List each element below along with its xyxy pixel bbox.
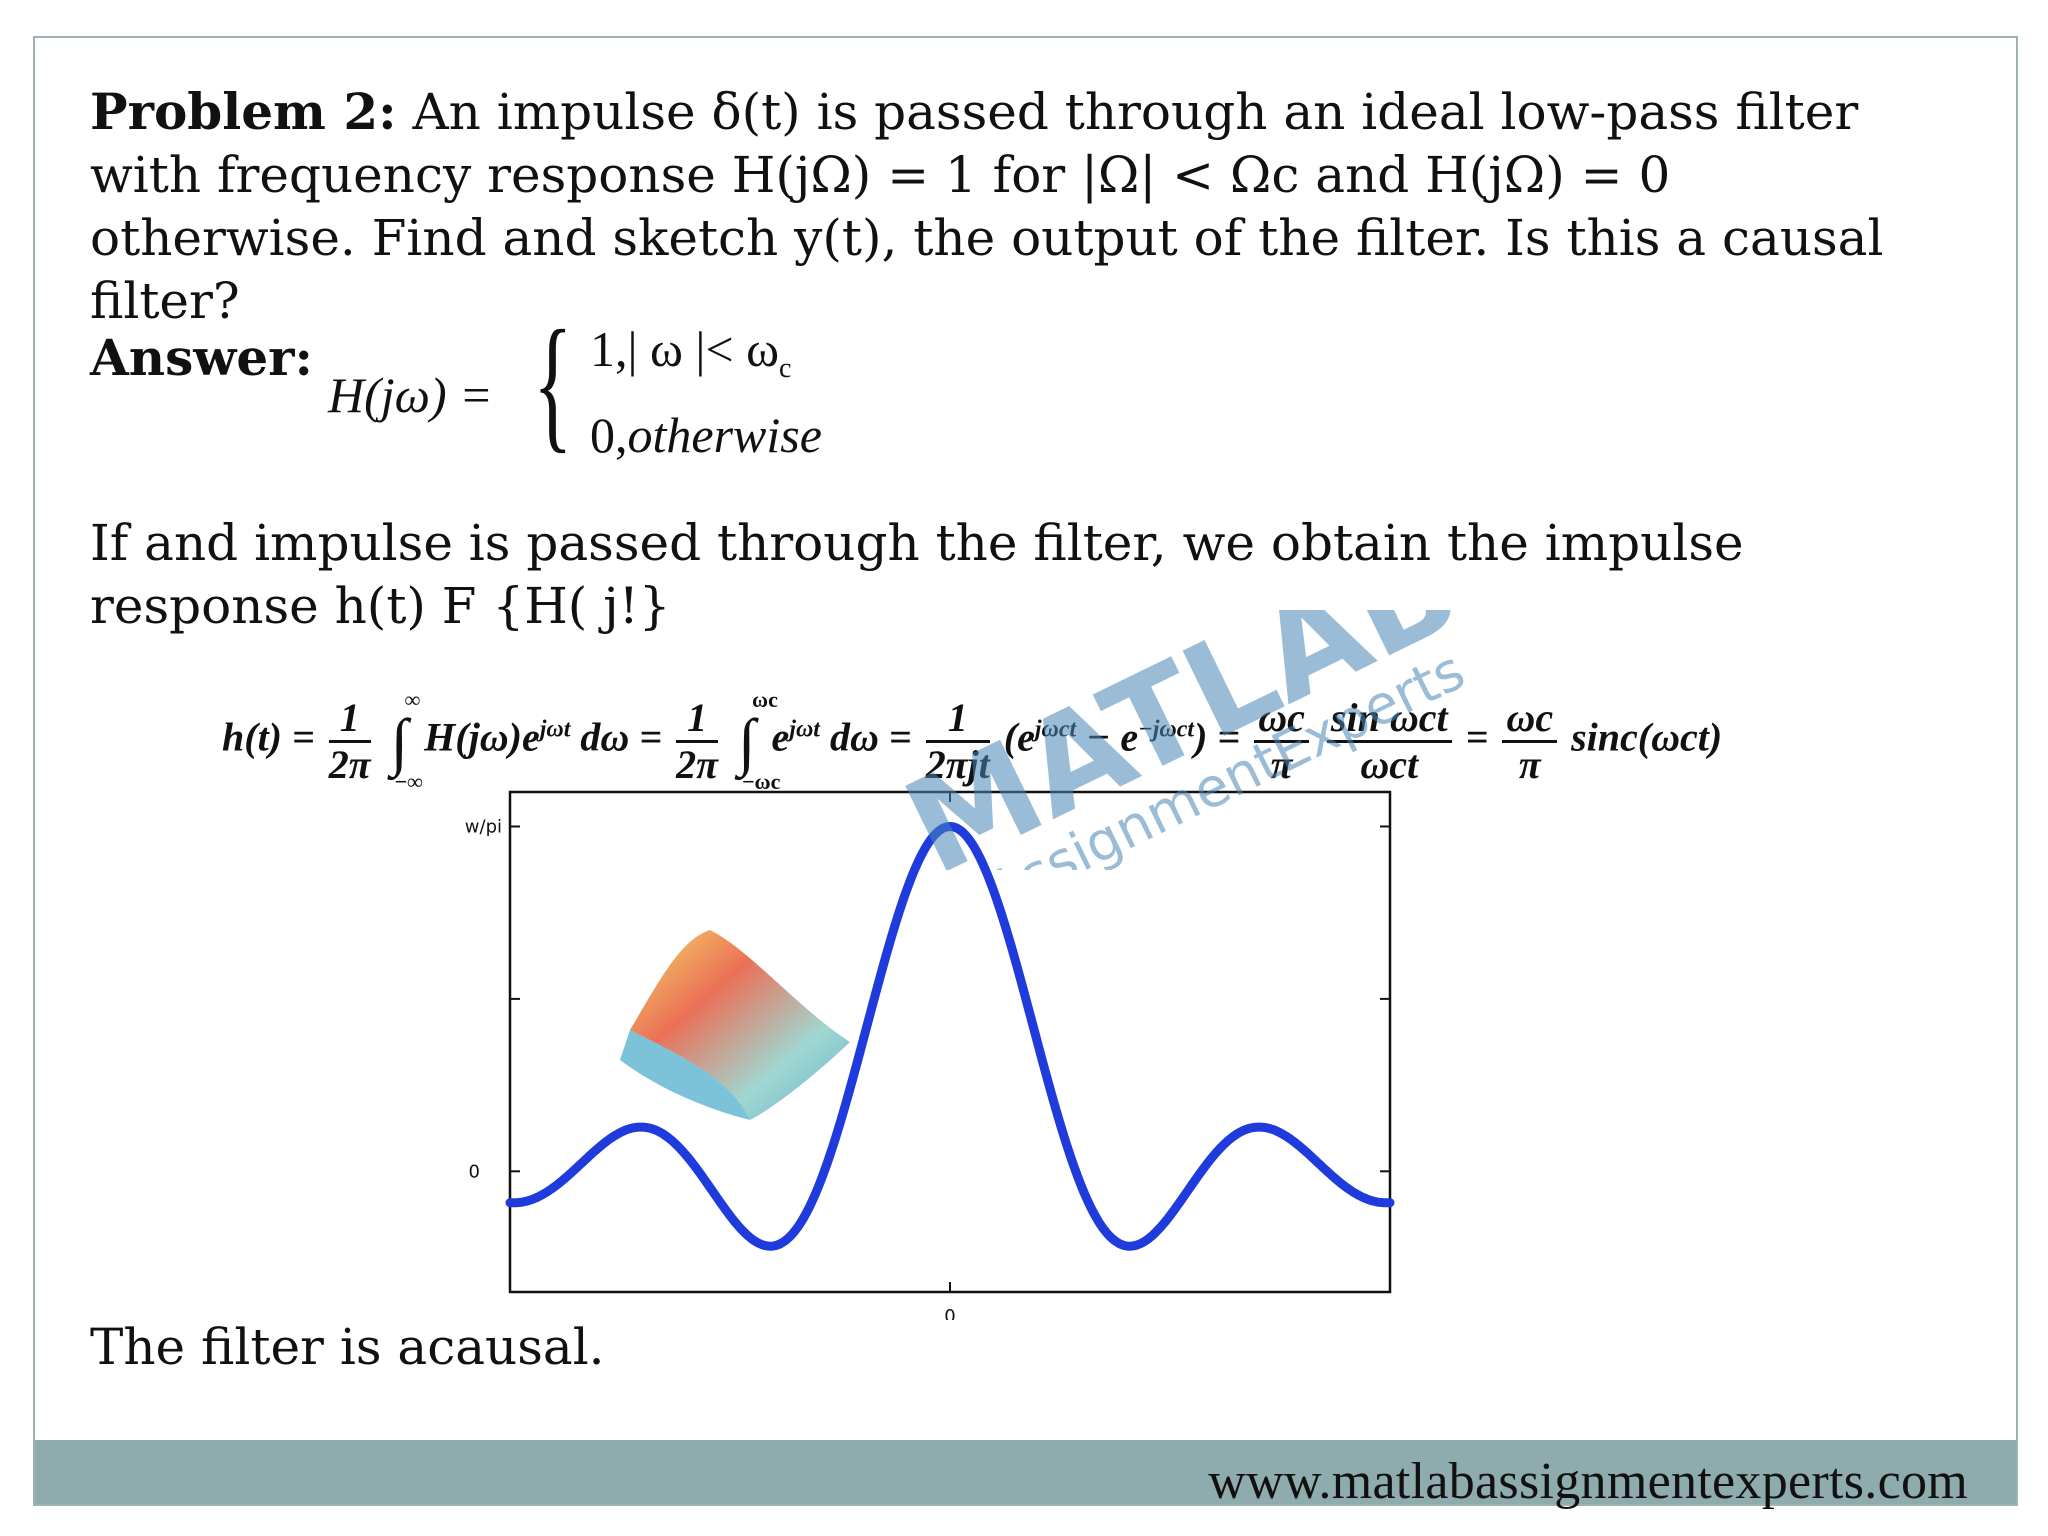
eq-int-2-lower: −ωc <box>741 768 781 794</box>
piecewise-lhs: H(jω) = <box>328 367 493 423</box>
x-tick-label-0: 0 <box>944 1306 955 1320</box>
problem-statement: Problem 2: An impulse δ(t) is passed thr… <box>90 80 1950 333</box>
eq-int-1-lower: −∞ <box>394 768 423 794</box>
piecewise-case-two: 0,otherwise <box>590 406 822 464</box>
case-one-sub: c <box>779 353 792 384</box>
case-one-text: 1,| ω |< ω <box>590 321 780 377</box>
footer-bar <box>35 1440 2016 1504</box>
eq-dw-2: dω = <box>819 714 912 760</box>
eq-equals-2: = <box>1465 714 1489 760</box>
footer-url: www.matlabassignmentexperts.com <box>1208 1453 1968 1510</box>
left-brace: { <box>533 300 573 466</box>
case-two-num: 0, <box>590 407 628 463</box>
eq-frac-4-den: π <box>1270 742 1293 787</box>
eq-frac-1-den: 2π <box>328 742 371 787</box>
problem-label: Problem 2: <box>90 82 397 141</box>
eq-int-1-upper: ∞ <box>404 686 421 712</box>
answer-label: Answer: <box>90 328 313 387</box>
slide-frame <box>33 36 2018 1506</box>
eq-exp-2: jωt <box>789 716 820 743</box>
eq-frac-3-num: 1 <box>925 696 990 743</box>
tick-labels: 0 0 w/pi <box>465 816 956 1320</box>
eq-frac-5: sin ωct ωct <box>1326 696 1452 787</box>
eq-frac-6: ωc π <box>1502 696 1558 787</box>
eq-int-2-upper: ωc <box>751 686 778 712</box>
eq-integrand-1: H(jω)e <box>424 714 540 760</box>
piecewise-formula: H(jω) = { 1,| ω |< ωc 0,otherwise <box>328 298 848 478</box>
case-two-word: otherwise <box>627 407 822 463</box>
axis-ticks <box>510 792 1390 1292</box>
eq-frac-6-num: ωc <box>1502 696 1558 743</box>
eq-close: ) = <box>1194 714 1241 760</box>
eq-frac-5-den: ωct <box>1360 742 1419 787</box>
eq-frac-6-den: π <box>1518 742 1541 787</box>
piecewise-case-one: 1,| ω |< ωc <box>590 320 791 385</box>
eq-integral-1: ∫ ∞ −∞ <box>390 686 423 794</box>
eq-integrand-2: e <box>771 714 790 760</box>
sinc-plot: 0 0 w/pi <box>330 780 1430 1320</box>
eq-exp-1: jωt <box>539 716 571 743</box>
impulse-response-text: If and impulse is passed through the fil… <box>90 514 1744 635</box>
equation-row: h(t) = 1 2π ∫ ∞ −∞ H(jω)ejωt dω = 1 2π ∫ ωc −ω… <box>222 686 1723 794</box>
eq-frac-2-den: 2π <box>676 742 718 787</box>
eq-minus: − e <box>1076 714 1139 760</box>
conclusion-text: The filter is acausal. <box>90 1318 605 1376</box>
y-tick-label-wpi: w/pi <box>465 816 502 837</box>
sinc-plot-svg: 0 0 w/pi <box>465 790 1395 1320</box>
eq-lhs: h(t) = <box>222 714 315 760</box>
eq-exp-4: −jωct <box>1138 716 1195 743</box>
eq-exp-3: jωct <box>1034 716 1077 743</box>
eq-sinc: sinc(ωct) <box>1571 714 1723 760</box>
eq-dw-1: dω = <box>570 714 663 760</box>
eq-frac-4-num: ωc <box>1254 696 1309 743</box>
eq-frac-3-den: 2πjt <box>925 742 990 787</box>
eq-frac-4: ωc π <box>1254 696 1309 787</box>
impulse-response-equation: h(t) = 1 2π ∫ ∞ −∞ H(jω)ejωt dω = 1 2π ∫ ωc −ω… <box>222 668 1782 794</box>
eq-frac-3: 1 2πjt <box>925 696 990 787</box>
eq-frac-1: 1 2π <box>328 696 371 787</box>
eq-frac-5-num: sin ωct <box>1326 696 1452 743</box>
eq-frac-2: 1 2π <box>676 696 718 787</box>
y-tick-label-0: 0 <box>469 1161 480 1182</box>
eq-integral-2: ∫ ωc −ωc <box>737 686 781 794</box>
eq-paren: (e <box>1003 714 1035 760</box>
eq-frac-1-num: 1 <box>328 696 371 743</box>
problem-text: An impulse δ(t) is passed through an ide… <box>90 83 1884 330</box>
sinc-curve <box>505 822 1395 1251</box>
eq-frac-2-num: 1 <box>676 696 718 743</box>
matlab-logo-shape <box>620 930 850 1120</box>
